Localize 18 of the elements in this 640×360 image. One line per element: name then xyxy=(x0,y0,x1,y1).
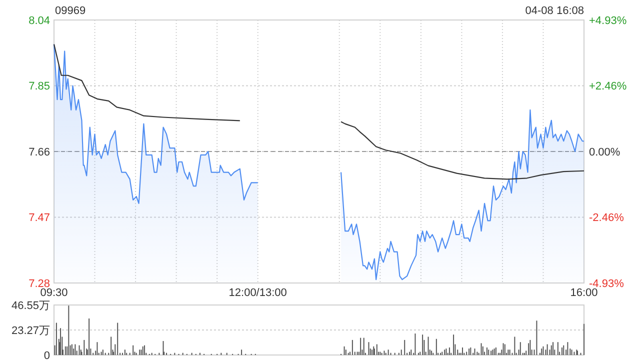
y-tick-label: 7.47 xyxy=(28,212,50,224)
y-tick-label: 7.85 xyxy=(28,80,50,93)
y-tick-label: 7.66 xyxy=(28,146,50,158)
y-tick-label: 0 xyxy=(44,350,50,360)
y2-tick-label: +4.93% xyxy=(589,14,627,27)
y-tick-label: 8.04 xyxy=(28,14,50,27)
y2-tick-label: -2.46% xyxy=(589,212,624,224)
x-tick-label: 09:30 xyxy=(40,287,68,299)
y2-tick-label: -4.93% xyxy=(589,278,624,290)
y2-tick-label: 0.00% xyxy=(589,146,620,158)
y2-tick-label: +2.46% xyxy=(589,80,627,93)
x-tick-label: 12:00/13:00 xyxy=(228,287,287,299)
x-tick-label: 16:00 xyxy=(570,287,598,299)
y-tick-label: 46.55万 xyxy=(11,300,50,312)
y-tick-label: 7.28 xyxy=(28,278,50,290)
chart-subtitle: 04-08 16:08 xyxy=(525,5,584,17)
chart-title: 09969 xyxy=(55,5,86,17)
y-tick-label: 23.27万 xyxy=(11,324,50,337)
